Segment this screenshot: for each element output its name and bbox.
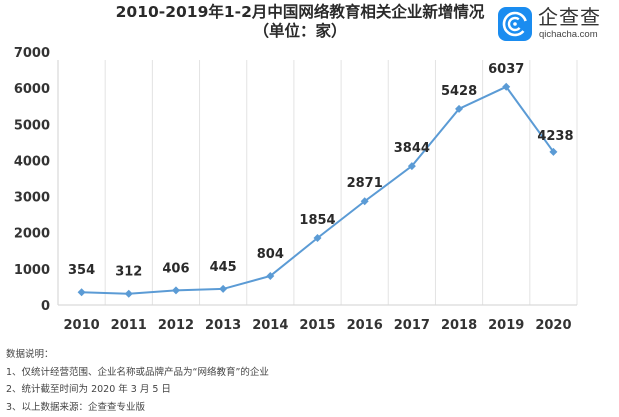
data-label: 6037 xyxy=(488,62,524,77)
x-tick-label: 2010 xyxy=(63,318,99,333)
data-label: 4238 xyxy=(537,129,573,144)
data-label: 3844 xyxy=(394,141,430,156)
y-tick-label: 1000 xyxy=(14,263,50,278)
data-label: 5428 xyxy=(441,84,477,99)
x-tick-label: 2014 xyxy=(252,318,288,333)
data-point-marker xyxy=(171,286,180,295)
x-tick-label: 2012 xyxy=(158,318,194,333)
data-notes: 数据说明： 1、仅统计经营范围、企业名称或品牌产品为“网络教育”的企业 2、统计… xyxy=(6,346,269,416)
note-item: 2、统计截至时间为 2020 年 3 月 5 日 xyxy=(6,384,171,395)
y-tick-label: 0 xyxy=(41,299,50,314)
data-label: 445 xyxy=(210,260,237,275)
notes-heading: 数据说明： xyxy=(6,349,54,360)
note-item: 1、仅统计经营范围、企业名称或品牌产品为“网络教育”的企业 xyxy=(6,366,269,378)
x-tick-label: 2019 xyxy=(488,318,524,333)
data-label: 406 xyxy=(162,261,189,276)
y-tick-label: 2000 xyxy=(14,227,50,242)
data-markers xyxy=(77,82,558,298)
y-tick-label: 5000 xyxy=(14,118,50,133)
y-tick-label: 3000 xyxy=(14,191,50,206)
data-point-marker xyxy=(124,289,133,298)
chart-subtitle: （单位：家） xyxy=(253,22,347,40)
x-tick-label: 2013 xyxy=(205,318,241,333)
data-label: 2871 xyxy=(347,176,383,191)
data-label: 1854 xyxy=(299,213,335,228)
data-label: 312 xyxy=(115,265,142,280)
data-point-marker xyxy=(77,288,86,297)
data-point-marker xyxy=(549,147,558,156)
y-axis: 0 1000 2000 3000 4000 5000 6000 7000 xyxy=(14,46,50,314)
y-tick-label: 4000 xyxy=(14,154,50,169)
x-tick-label: 2020 xyxy=(535,318,571,333)
x-tick-label: 2018 xyxy=(441,318,477,333)
data-point-marker xyxy=(455,104,464,113)
data-point-marker xyxy=(360,197,369,206)
data-labels: 354 312 406 445 804 1854 2871 3844 5428 6037 4238 xyxy=(68,62,573,280)
data-label: 804 xyxy=(257,247,284,262)
x-axis: 2010 2011 2012 2013 2014 2015 2016 2017 2018 2019… xyxy=(63,318,571,333)
qichacha-logo-icon xyxy=(498,7,532,41)
logo-url: qichacha.com xyxy=(539,29,598,40)
logo-name: 企查查 xyxy=(538,5,601,29)
y-tick-label: 6000 xyxy=(14,82,50,97)
data-point-marker xyxy=(313,233,322,242)
data-label: 354 xyxy=(68,263,95,278)
x-tick-label: 2016 xyxy=(347,318,383,333)
x-tick-label: 2015 xyxy=(299,318,335,333)
x-tick-label: 2011 xyxy=(111,318,147,333)
data-point-marker xyxy=(407,162,416,171)
data-point-marker xyxy=(502,82,511,91)
gridlines xyxy=(57,60,578,306)
chart-title: 2010-2019年1-2月中国网络教育相关企业新增情况 xyxy=(115,3,485,21)
brand-logo: 企查查 qichacha.com xyxy=(498,5,618,43)
x-tick-label: 2017 xyxy=(394,318,430,333)
data-point-marker xyxy=(266,271,275,280)
note-item: 3、以上数据来源：企查查专业版 xyxy=(6,401,146,413)
data-point-marker xyxy=(219,284,228,293)
y-tick-label: 7000 xyxy=(14,46,50,61)
